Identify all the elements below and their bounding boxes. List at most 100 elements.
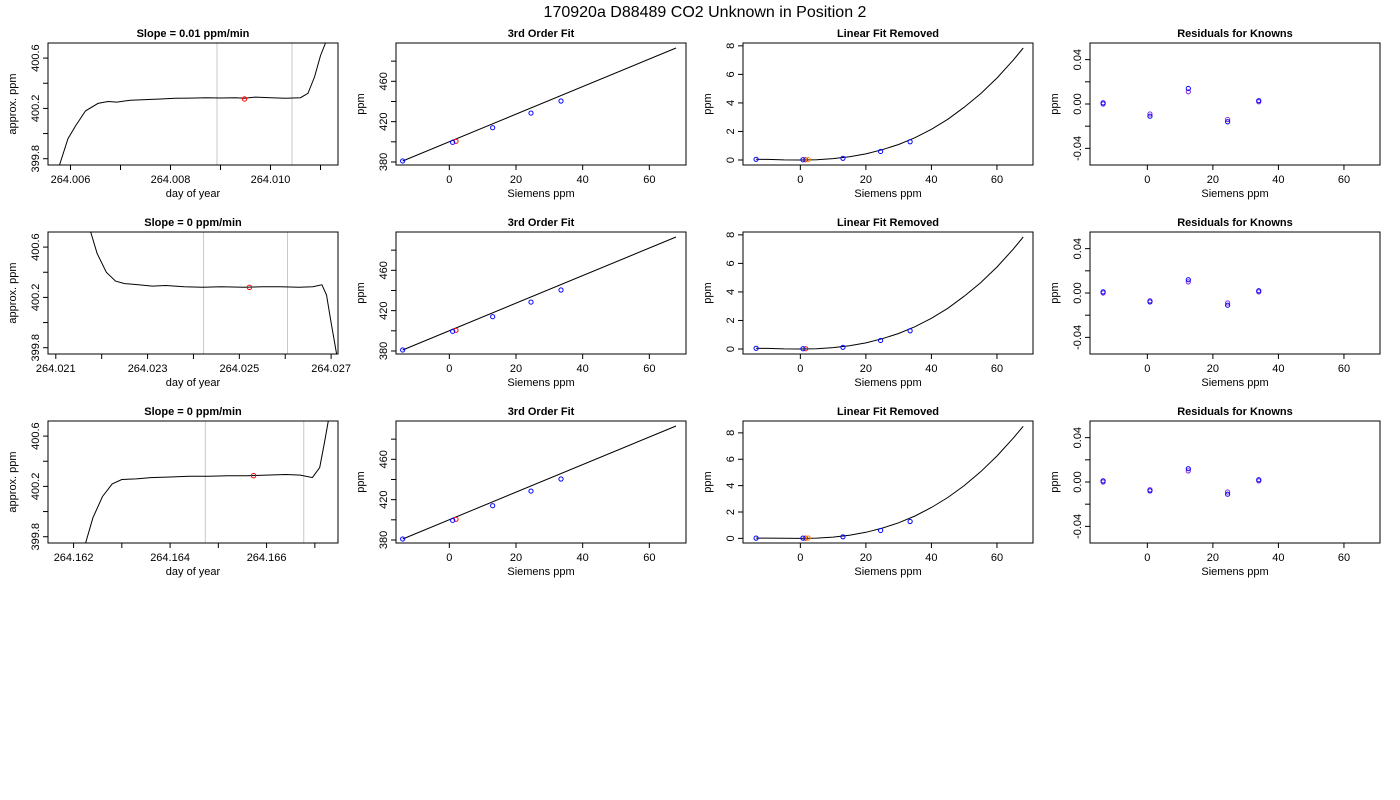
- y-tick-label: 0.04: [1072, 427, 1084, 448]
- x-axis-label: day of year: [166, 377, 221, 389]
- plot-data: [85, 421, 329, 543]
- y-tick-label: 8: [725, 430, 737, 436]
- y-tick-label: 400.6: [30, 44, 42, 72]
- known-point: [528, 110, 534, 116]
- x-tick-label: 60: [1338, 174, 1350, 186]
- x-tick-label: 60: [643, 552, 655, 564]
- x-tick-label: 0: [446, 363, 452, 375]
- y-axis-label: ppm: [1049, 282, 1061, 303]
- x-tick-label: 60: [1338, 552, 1350, 564]
- sample-point: [805, 535, 811, 541]
- y-tick-label: -0.04: [1072, 325, 1084, 350]
- y-axis-label: ppm: [1049, 93, 1061, 114]
- x-axis-label: Siemens ppm: [507, 566, 574, 578]
- known-point: [450, 517, 456, 523]
- fit-line: [402, 425, 677, 540]
- panel-title: Linear Fit Removed: [837, 28, 939, 40]
- y-tick-label: 8: [725, 232, 737, 238]
- sample-point: [805, 156, 811, 163]
- x-tick-label: 60: [991, 174, 1003, 186]
- panel-1-1: Slope = 0.01 ppm/min 264.006 264.008 264.01…: [7, 28, 339, 200]
- x-tick-label: 60: [991, 552, 1003, 564]
- y-tick-label: 460: [378, 450, 390, 468]
- panel-3-1: Slope = 0 ppm/min 264.162 264.164 264.166 39…: [7, 406, 339, 578]
- time-series-line: [85, 421, 329, 543]
- y-tick-label: 2: [725, 509, 737, 515]
- x-tick-label: 0: [797, 552, 803, 564]
- panel-title: Slope = 0 ppm/min: [144, 217, 242, 229]
- x-tick-label: 0: [1144, 552, 1150, 564]
- x-axis-label: Siemens ppm: [1201, 566, 1268, 578]
- residual-point: [1256, 98, 1262, 104]
- residual-point: [1185, 279, 1191, 285]
- plot-frame: [47, 420, 339, 544]
- y-tick-label: 0: [725, 535, 737, 541]
- residual-point: [1147, 488, 1153, 494]
- x-tick-label: 40: [925, 174, 937, 186]
- y-tick-label: 400.6: [30, 233, 42, 261]
- x-tick-label: 0: [1144, 174, 1150, 186]
- plot-data: [753, 47, 1024, 163]
- panel-3-3: Linear Fit Removed 0 20 40 60 0 2 4 6 8 Siemens pp…: [702, 406, 1034, 578]
- x-tick-label: 264.164: [150, 552, 190, 564]
- residual-point: [1256, 477, 1262, 483]
- panel-2-4: Residuals for Knowns 0 20 40 60 -0.04 0.00 0.04…: [1049, 217, 1381, 389]
- fit-line: [402, 236, 677, 351]
- x-axis-label: Siemens ppm: [507, 377, 574, 389]
- x-tick-label: 264.010: [251, 174, 291, 186]
- residual-point: [1147, 111, 1153, 117]
- y-tick-label: 420: [378, 301, 390, 319]
- plot-frame: [395, 420, 687, 544]
- y-tick-label: 400.2: [30, 473, 42, 501]
- y-tick-label: 0.00: [1072, 471, 1084, 492]
- x-tick-label: 20: [1207, 363, 1219, 375]
- known-point: [490, 503, 496, 509]
- y-tick-label: 400.2: [30, 284, 42, 312]
- known-point: [400, 347, 406, 353]
- panel-title: 3rd Order Fit: [508, 28, 575, 40]
- panel-title: Linear Fit Removed: [837, 406, 939, 418]
- panel-title: 3rd Order Fit: [508, 406, 575, 418]
- page-title: 170920a D88489 CO2 Unknown in Position 2: [544, 4, 867, 21]
- known-point: [528, 488, 534, 494]
- panel-title: 3rd Order Fit: [508, 217, 575, 229]
- y-axis-label: ppm: [1049, 471, 1061, 492]
- residual-point: [1225, 300, 1231, 306]
- x-tick-label: 264.021: [36, 363, 76, 375]
- panel-title: Slope = 0.01 ppm/min: [137, 28, 250, 40]
- known-point: [878, 148, 884, 155]
- x-tick-label: 60: [643, 363, 655, 375]
- plot-frame: [1089, 420, 1381, 544]
- plot-data: [400, 425, 677, 542]
- unknown-point: [453, 327, 459, 333]
- known-point: [800, 157, 806, 163]
- y-axis-label: approx. ppm: [7, 451, 19, 512]
- y-tick-label: 0: [725, 346, 737, 352]
- residual-point: [1185, 468, 1191, 474]
- unknown-point: [802, 346, 809, 352]
- x-tick-label: 264.008: [151, 174, 191, 186]
- y-tick-label: 0: [725, 157, 737, 163]
- y-tick-label: 2: [725, 317, 737, 323]
- residual-point: [1225, 119, 1231, 125]
- plot-data: [1100, 277, 1262, 308]
- x-axis-label: Siemens ppm: [1201, 377, 1268, 389]
- y-axis-label: ppm: [355, 471, 367, 492]
- panel-2-3: Linear Fit Removed 0 20 40 60 0 2 4 6 8 Siemens pp…: [702, 217, 1034, 389]
- y-tick-label: 6: [725, 260, 737, 266]
- x-tick-label: 60: [643, 174, 655, 186]
- panel-1-2: 3rd Order Fit 0 20 40 60 380 420 460 Siemens ppm…: [355, 28, 687, 200]
- residual-point: [1147, 113, 1153, 119]
- y-tick-label: -0.04: [1072, 136, 1084, 161]
- known-point: [490, 125, 496, 131]
- known-point: [528, 299, 534, 305]
- plot-frame: [742, 420, 1034, 544]
- x-axis-label: Siemens ppm: [854, 566, 921, 578]
- x-tick-label: 20: [860, 174, 872, 186]
- x-axis-label: day of year: [166, 566, 221, 578]
- y-tick-label: 2: [725, 128, 737, 134]
- plot-data: [90, 232, 338, 354]
- plot-data: [753, 236, 1024, 352]
- x-tick-label: 0: [797, 363, 803, 375]
- y-tick-label: 8: [725, 43, 737, 49]
